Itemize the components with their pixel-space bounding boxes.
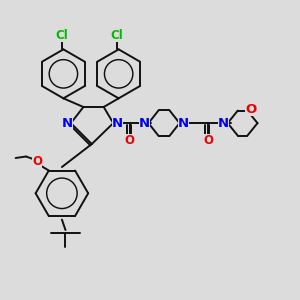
Text: O: O — [32, 155, 42, 168]
Text: Cl: Cl — [111, 29, 124, 42]
Text: O: O — [245, 103, 256, 116]
Text: N: N — [178, 117, 189, 130]
Text: N: N — [139, 117, 150, 130]
Text: N: N — [112, 117, 123, 130]
Text: Cl: Cl — [56, 29, 68, 42]
Text: O: O — [125, 134, 135, 147]
Text: N: N — [218, 117, 229, 130]
Text: N: N — [61, 117, 73, 130]
Text: O: O — [203, 134, 213, 147]
